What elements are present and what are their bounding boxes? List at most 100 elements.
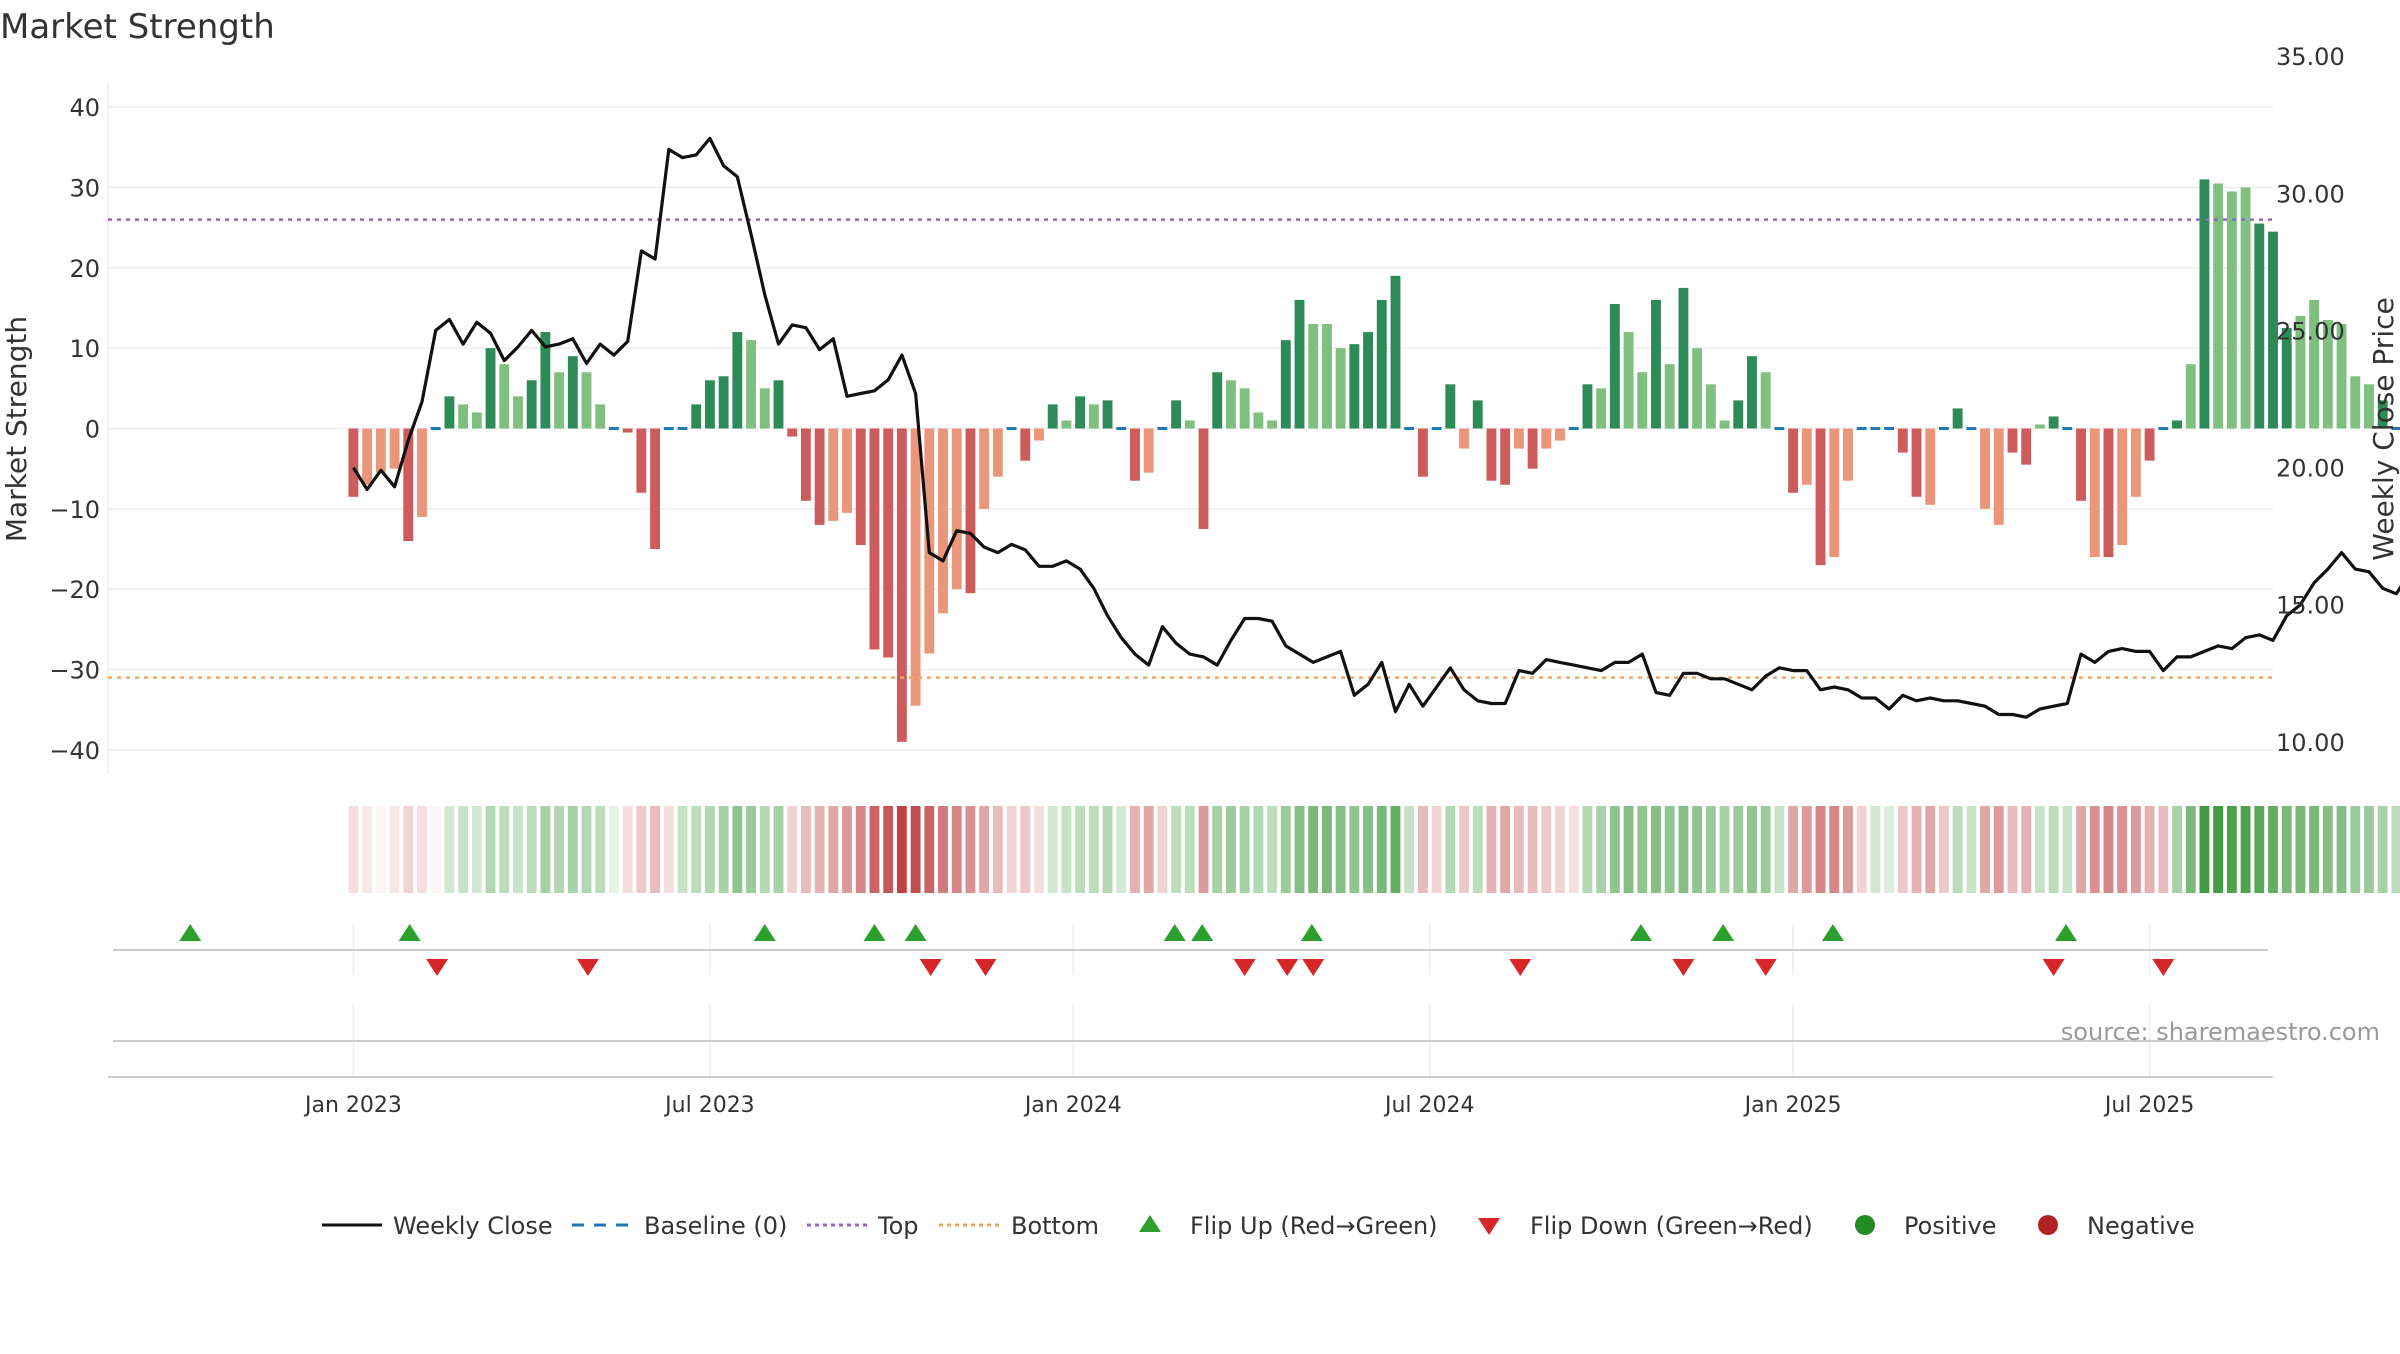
regime-cell: [1006, 806, 1017, 893]
legend-item: Bottom: [939, 1212, 1099, 1240]
bar-positive: [704, 380, 715, 429]
bar-positive: [581, 372, 592, 429]
regime-cell: [704, 806, 715, 893]
bar-negative: [1513, 428, 1524, 449]
flip-up-marker: [398, 924, 421, 941]
regime-cell: [1459, 806, 1469, 893]
bar-positive: [1623, 332, 1634, 429]
regime-cell: [1034, 806, 1044, 893]
bar-positive: [1582, 384, 1593, 429]
regime-cell: [1555, 806, 1565, 893]
regime-cell: [869, 806, 880, 893]
flip-up-marker: [2054, 924, 2077, 941]
regime-cell: [1417, 806, 1428, 893]
right-tick-label: 10.00: [2276, 729, 2345, 757]
regime-cell: [1568, 806, 1579, 893]
regime-cell: [828, 806, 839, 893]
regime-cell: [581, 806, 592, 893]
bar-negative: [403, 428, 414, 541]
legend-item: Positive: [1855, 1212, 1997, 1240]
regime-cell: [2364, 806, 2374, 893]
regime-cell: [2322, 806, 2333, 893]
bar-positive: [773, 380, 784, 429]
regime-cell: [417, 806, 427, 893]
bar-positive: [2240, 187, 2251, 429]
bar-negative: [1198, 428, 1209, 529]
bar-negative: [869, 428, 880, 650]
legend-item: Negative: [2038, 1212, 2195, 1240]
bar-positive: [691, 404, 702, 429]
regime-cell: [1431, 806, 1442, 893]
regime-cell: [965, 806, 976, 893]
regime-cell: [1157, 806, 1168, 893]
flip-down-marker: [2152, 959, 2175, 976]
legend-label: Negative: [2087, 1212, 2195, 1240]
regime-cell: [2336, 806, 2347, 893]
bar-negative: [910, 428, 921, 706]
bar-negative: [1788, 428, 1799, 493]
legend-item: Flip Up (Red→Green): [1139, 1212, 1438, 1240]
regime-cell: [1843, 806, 1853, 893]
regime-cell: [2021, 806, 2032, 893]
regime-cell: [650, 806, 661, 893]
bar-positive: [718, 376, 729, 429]
regime-cell: [2076, 806, 2086, 893]
left-tick-label: 30: [69, 174, 100, 202]
y-axis-title-left: Market Strength: [0, 316, 33, 542]
regime-cell: [2007, 806, 2018, 893]
regime-cell: [1925, 806, 1936, 893]
regime-cell: [1897, 806, 1908, 893]
regime-cell: [595, 806, 606, 893]
flip-up-marker: [904, 924, 927, 941]
legend: Weekly Close Baseline (0) Top Bottom Flip Up…: [322, 1212, 2195, 1240]
regime-cell: [1102, 806, 1113, 893]
regime-cell: [348, 806, 359, 893]
regime-cell: [2377, 806, 2388, 893]
bar-positive: [1609, 303, 1620, 429]
weekly-close-polyline: [352, 136, 2400, 719]
regime-cell: [1719, 806, 1730, 893]
bar-positive: [1335, 348, 1346, 429]
bar-negative: [800, 428, 811, 501]
regime-cell: [855, 806, 866, 893]
x-tick-label: Jan 2024: [1023, 1093, 1122, 1118]
regime-cell: [362, 806, 373, 893]
regime-cell: [1088, 806, 1099, 893]
bar-positive: [759, 388, 770, 429]
legend-swatch-positive: [1855, 1215, 1875, 1235]
bar-positive: [567, 356, 578, 429]
regime-cell: [2103, 806, 2114, 893]
regime-cell: [1171, 806, 1182, 893]
legend-item: Top: [807, 1212, 919, 1240]
bar-positive: [2350, 376, 2361, 429]
bar-positive: [444, 396, 455, 429]
regime-cell: [1664, 806, 1675, 893]
regime-cell: [403, 806, 414, 893]
bar-positive: [1651, 299, 1661, 429]
x-tick-label: Jul 2024: [1383, 1093, 1475, 1118]
bar-positive: [2295, 316, 2306, 429]
bar-negative: [2103, 428, 2114, 558]
bar-negative: [1486, 428, 1497, 481]
bar-negative: [2076, 428, 2086, 501]
right-tick-label: 25.00: [2276, 317, 2345, 345]
reference-lines: [108, 218, 2273, 679]
regime-cell: [1788, 806, 1799, 893]
bar-negative: [1993, 428, 2004, 525]
regime-strip: [348, 806, 2400, 893]
bar-positive: [1321, 324, 1332, 429]
bar-negative: [2130, 428, 2141, 497]
regime-cell: [1226, 806, 1236, 893]
regime-cell: [1678, 806, 1689, 893]
bar-negative: [636, 428, 647, 493]
regime-cell: [1116, 806, 1127, 893]
regime-cell: [1267, 806, 1278, 893]
bar-positive: [2172, 420, 2182, 429]
bar-negative: [362, 428, 373, 485]
bar-negative: [389, 428, 400, 469]
bar-positive: [2213, 183, 2224, 429]
legend-label: Flip Down (Green→Red): [1530, 1212, 1813, 1240]
regime-cell: [732, 806, 743, 893]
regime-cell: [1815, 806, 1826, 893]
regime-cell: [1609, 806, 1620, 893]
